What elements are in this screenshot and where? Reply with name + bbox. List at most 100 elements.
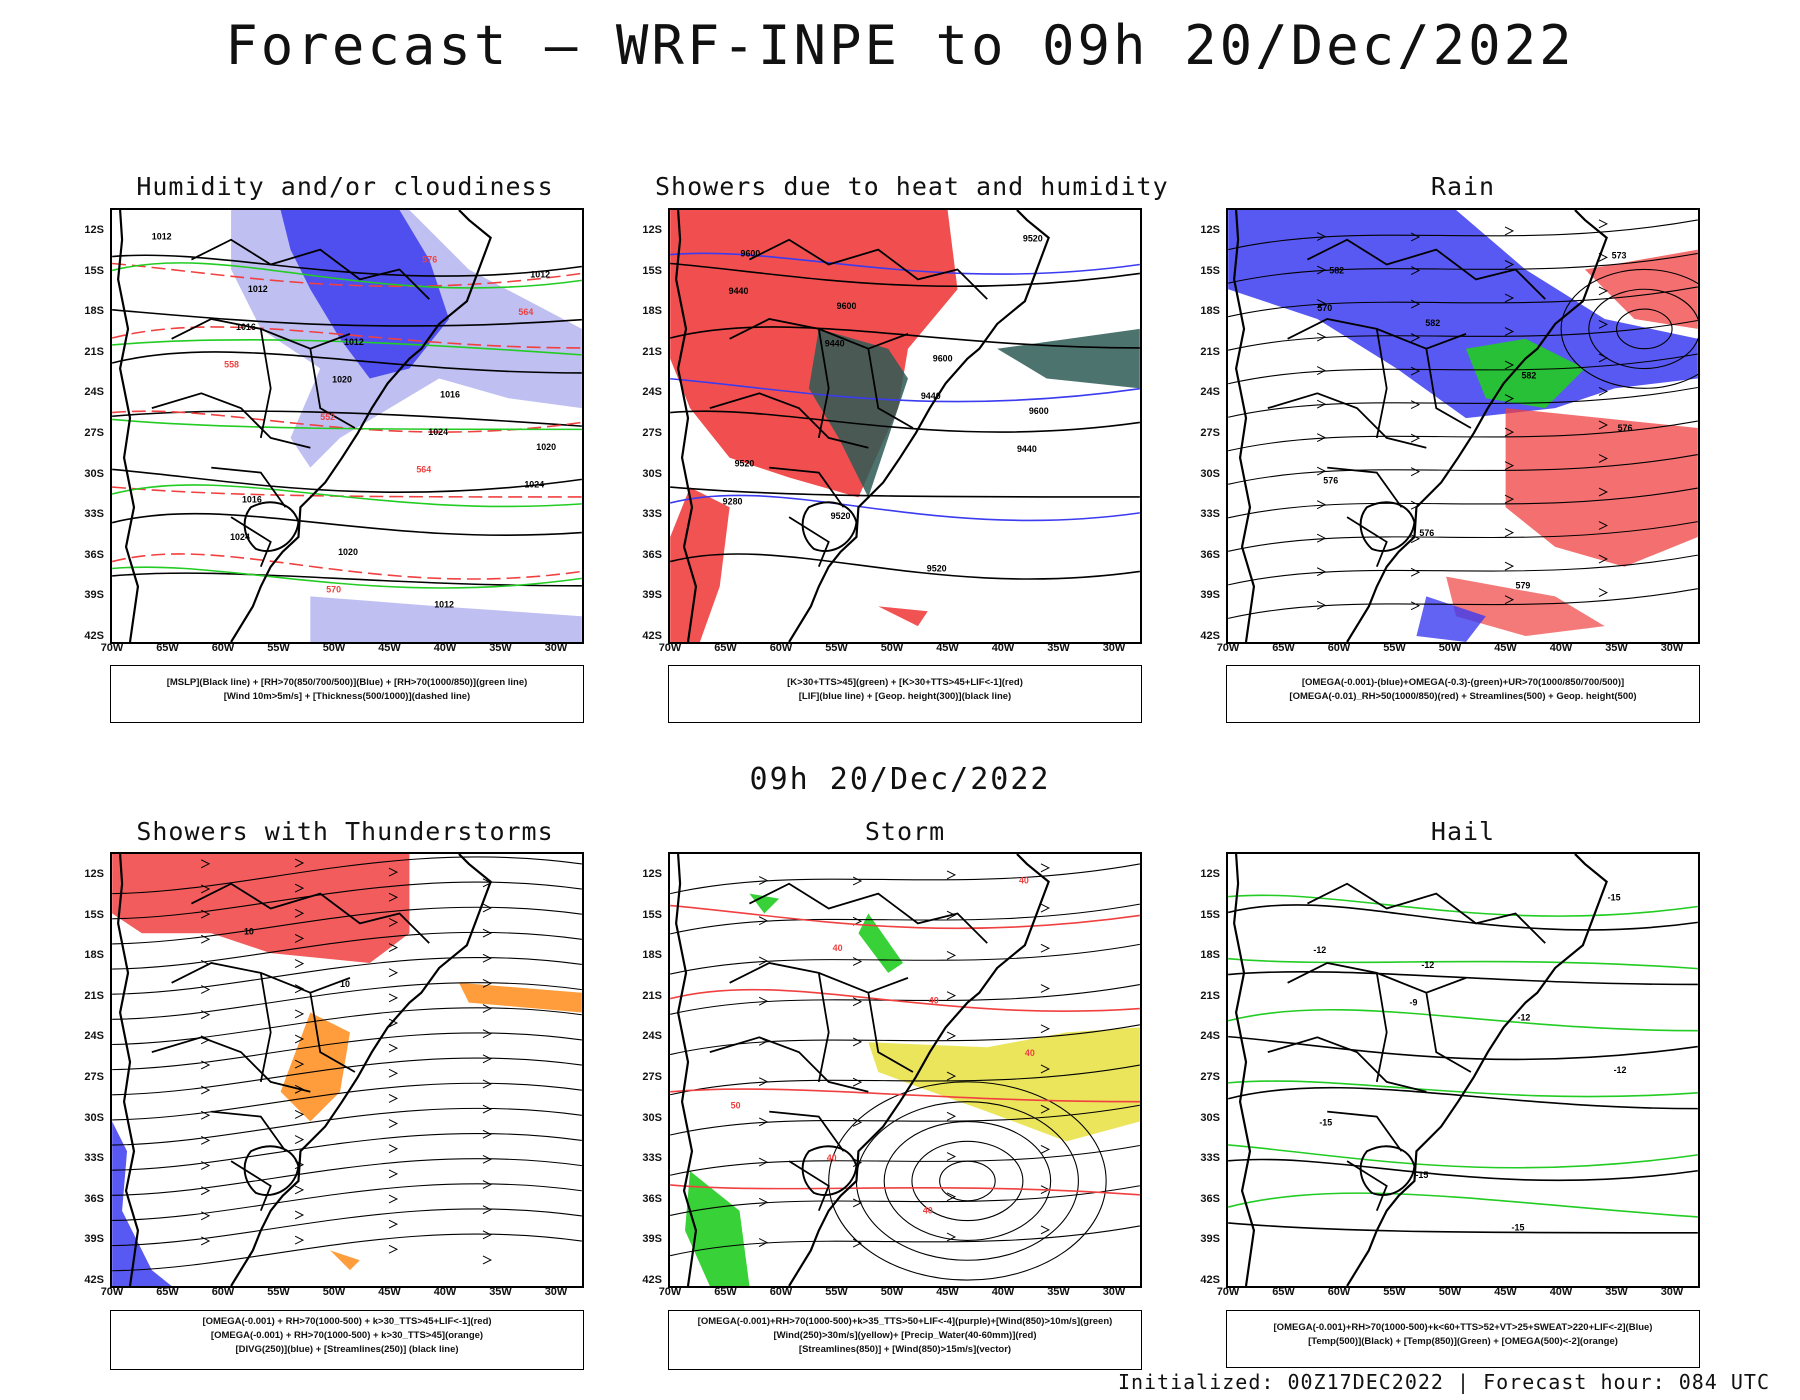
- legend-line: [K>30+TTS>45](green) + [K>30+TTS>45+LIF<…: [787, 677, 1023, 688]
- lon-tick-label: 45W: [1494, 1286, 1517, 1298]
- lon-tick-label: 45W: [936, 642, 959, 654]
- lat-tick-label: 30S: [1200, 467, 1220, 480]
- contour-label: -15: [1608, 893, 1621, 903]
- lat-tick-label: 24S: [642, 1030, 662, 1043]
- lon-tick-label: 60W: [769, 1286, 793, 1298]
- shaded-field-region: [670, 487, 730, 642]
- lat-tick-label: 21S: [84, 345, 104, 358]
- lat-tick-label: 21S: [642, 989, 662, 1002]
- contour-label: -9: [1409, 998, 1417, 1008]
- legend-line: [LIF](blue line) + [Geop. height(300)](b…: [798, 691, 1012, 702]
- lat-tick-label: 33S: [642, 1152, 662, 1165]
- contour-label: 9440: [825, 339, 845, 349]
- lon-tick-label: 35W: [1047, 1286, 1070, 1298]
- shaded-field-region: [808, 328, 908, 498]
- contour-label: 9440: [921, 391, 941, 401]
- contour-label: 1024: [524, 479, 544, 489]
- lat-tick-label: 36S: [1200, 1192, 1220, 1205]
- contour-label: 1020: [332, 374, 352, 384]
- lat-tick-label: 21S: [1200, 989, 1220, 1002]
- lat-tick-label: 24S: [642, 386, 662, 399]
- contour-label: 576: [1618, 423, 1633, 433]
- shaded-field-region: [685, 1171, 750, 1286]
- lon-tick-label: 55W: [1383, 642, 1406, 654]
- legend-line: [OMEGA(-0.001) + RH>70(1000-500) + k>30_…: [202, 1316, 492, 1327]
- lat-tick-label: 42S: [642, 1274, 662, 1286]
- lon-tick-label: 45W: [1494, 642, 1517, 654]
- lat-tick-label: 18S: [1200, 949, 1220, 962]
- map-canvas: 9600 9600 9600 9600 9520 9520 9520 9520 9440 9440…: [670, 210, 1140, 642]
- contour-label: -12: [1313, 945, 1326, 955]
- lat-tick-label: 30S: [1200, 1111, 1220, 1124]
- contour-label: 576: [1323, 475, 1338, 485]
- panel-legend-4: [OMEGA(-0.001) + RH>70(1000-500) + k>30_…: [110, 1310, 584, 1370]
- lon-tick-label: 35W: [489, 642, 512, 654]
- contour-label: 564: [416, 465, 431, 475]
- lon-tick-label: 45W: [378, 1286, 401, 1298]
- panel-legend-5: [OMEGA(-0.001)+RH>70(1000-500)+k>35_TTS>…: [668, 1310, 1142, 1370]
- lat-tick-label: 15S: [642, 908, 662, 921]
- lon-tick-label: 65W: [1272, 642, 1295, 654]
- lat-tick-label: 27S: [642, 427, 662, 439]
- coastline: [675, 210, 1050, 642]
- contour-label: 9440: [1017, 444, 1037, 454]
- lon-tick-label: 65W: [714, 642, 737, 654]
- contour-label: 9520: [927, 564, 947, 574]
- political-borders: [1267, 882, 1546, 1212]
- panel-title-5: Storm: [864, 817, 946, 846]
- panel-title-2: Showers due to heat and humidity: [655, 172, 1169, 201]
- lon-tick-label: 45W: [378, 642, 401, 654]
- coastline: [117, 854, 492, 1286]
- lon-tick-label: 65W: [714, 1286, 737, 1298]
- lon-tick-label: 30W: [1660, 1286, 1684, 1298]
- lon-tick-label: 70W: [658, 642, 682, 654]
- contour-label: 40: [923, 1206, 933, 1216]
- lat-tick-label: 36S: [84, 548, 104, 561]
- political-borders: [151, 882, 430, 1212]
- contour-label: 558: [224, 360, 239, 370]
- political-borders: [709, 882, 988, 1212]
- lat-tick-label: 27S: [1200, 1071, 1220, 1083]
- political-borders: [1267, 238, 1546, 568]
- legend-line: [Wind(250)>30m/s](yellow)+ [Precip_Water…: [773, 1330, 1037, 1341]
- coastline: [117, 210, 492, 642]
- contour-label: 582: [1425, 318, 1440, 328]
- contour-label: 582: [1521, 370, 1536, 380]
- contour-label: 576: [1419, 528, 1434, 538]
- legend-line: [DIVG(250)](blue) + [Streamlines(250)] (…: [235, 1344, 459, 1355]
- map-canvas: 1012 1012 1012 1016 1020 1016 1020 1012 1012 1016…: [112, 210, 582, 642]
- lon-tick-label: 40W: [991, 642, 1015, 654]
- lon-tick-label: 60W: [211, 642, 235, 654]
- lat-tick-label: 39S: [84, 589, 104, 602]
- lon-tick-label: 50W: [322, 642, 346, 654]
- lat-tick-label: 18S: [1200, 305, 1220, 318]
- contour-label: 570: [326, 584, 341, 594]
- lat-tick-label: 33S: [642, 508, 662, 521]
- contour-label: 1012: [248, 284, 268, 294]
- lon-tick-label: 50W: [1438, 1286, 1462, 1298]
- panel-title-1: Humidity and/or cloudiness: [136, 172, 554, 201]
- contour-label: 9280: [723, 496, 743, 506]
- coastline: [1233, 210, 1608, 642]
- contour-label: 40: [1025, 1048, 1035, 1058]
- lon-tick-label: 60W: [1327, 642, 1351, 654]
- weather-map-1: 1012 1012 1012 1016 1020 1016 1020 1012 1012 1016…: [110, 208, 584, 644]
- lon-tick-label: 40W: [433, 642, 457, 654]
- contour-label: 1024: [230, 532, 250, 542]
- lat-tick-label: 15S: [1200, 908, 1220, 921]
- coastline: [1233, 854, 1608, 1286]
- contour-lines: [670, 863, 1140, 1281]
- legend-line: [Streamlines(850)] + [Wind(850)>15m/s](v…: [798, 1344, 1012, 1355]
- lat-tick-label: 27S: [84, 1071, 104, 1083]
- contour-label: 9520: [1023, 234, 1043, 244]
- lat-tick-label: 39S: [1200, 1233, 1220, 1246]
- lat-tick-label: 18S: [642, 949, 662, 962]
- contour-label: 552: [320, 412, 335, 422]
- lat-tick-label: 12S: [1200, 224, 1220, 236]
- lat-tick-label: 24S: [84, 1030, 104, 1043]
- contour-lines: [1228, 219, 1698, 619]
- lat-tick-label: 36S: [84, 1192, 104, 1205]
- lat-tick-label: 33S: [1200, 508, 1220, 521]
- lat-tick-label: 39S: [642, 589, 662, 602]
- legend-line: [OMEGA(-0.01)_RH>50(1000/850)(red) + Str…: [1289, 691, 1637, 702]
